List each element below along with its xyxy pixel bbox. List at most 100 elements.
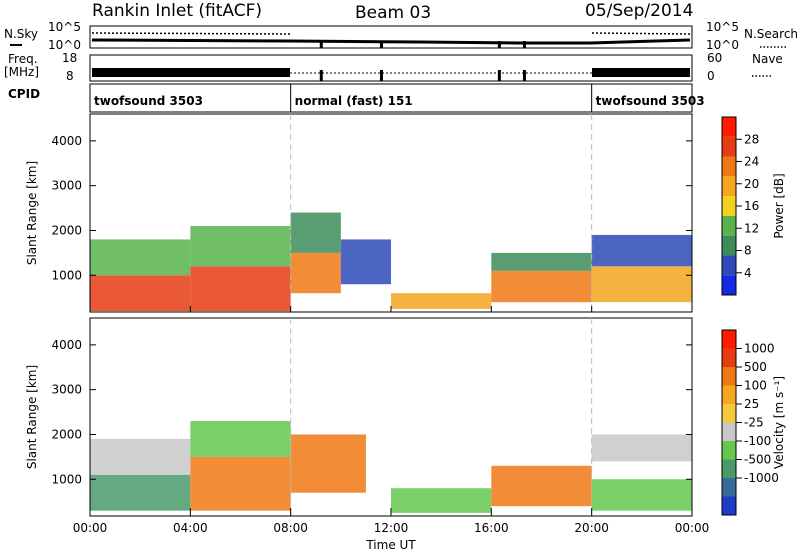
colorbar-tick-label: 12	[744, 221, 759, 235]
power-colorbar: 4 8 12 16 20 24 28 Power [dB]	[721, 116, 786, 296]
y-tick-label: 1000	[51, 472, 82, 486]
colorbar-swatch	[722, 385, 736, 404]
data-band	[190, 421, 291, 457]
data-band	[290, 252, 341, 294]
colorbar-swatch	[722, 156, 736, 177]
nsearch-trace-1	[91, 32, 291, 35]
y-tick-label: 3000	[51, 179, 82, 193]
data-band	[591, 234, 692, 267]
colorbar-swatch	[722, 496, 736, 515]
data-band	[90, 438, 191, 475]
y-tick-label: 2000	[51, 223, 82, 237]
x-tick-label: 12:00	[374, 521, 409, 535]
colorbar-swatch	[722, 136, 736, 157]
nave-tick-bottom: 0	[707, 69, 715, 83]
colorbar-tick-label: -25	[744, 416, 764, 430]
freq-tick-top: 18	[62, 51, 77, 65]
data-band	[591, 434, 692, 462]
colorbar-tick-label: 28	[744, 132, 759, 146]
data-band	[190, 266, 291, 312]
colorbar-tick-label: 16	[744, 199, 759, 213]
colorbar-swatch	[722, 459, 736, 478]
freq-tick-bottom: 8	[66, 69, 74, 83]
power-panel: 1000 2000 3000 4000 Slant Range [km]	[25, 113, 693, 313]
x-tick-label: 04:00	[173, 521, 208, 535]
colorbar-tick-label: -100	[744, 434, 771, 448]
colorbar-label: Velocity [m s⁻¹]	[772, 376, 786, 469]
station-title: Rankin Inlet (fitACF)	[92, 1, 262, 21]
freq-markers	[319, 70, 526, 81]
x-tick-label: 00:00	[73, 521, 108, 535]
cpid-segment-label: twofsound 3503	[596, 94, 705, 108]
colorbar-swatch	[722, 422, 736, 441]
data-band	[491, 465, 592, 507]
cpid-segment-label: twofsound 3503	[94, 94, 203, 108]
nsky-marker	[379, 41, 383, 48]
colorbar-swatch	[722, 275, 736, 295]
colorbar-swatch	[722, 478, 736, 497]
nsearch-tick-bottom: 10^0	[706, 38, 739, 52]
x-tick-label: 00:00	[675, 521, 710, 535]
freq-marker	[319, 70, 323, 81]
date-title: 05/Sep/2014	[585, 1, 693, 21]
data-band	[340, 239, 391, 285]
colorbar-tick-label: 100	[744, 379, 767, 393]
data-band	[391, 488, 492, 513]
nsky-marker	[497, 41, 501, 48]
colorbar-tick-label: 24	[744, 155, 759, 169]
nsky-trace	[91, 38, 691, 45]
colorbar-tick-label: 4	[744, 266, 752, 280]
colorbar-swatch	[722, 348, 736, 367]
data-band	[491, 270, 592, 303]
freq-marker	[497, 70, 501, 81]
nsky-marker	[522, 41, 526, 48]
nave-tick-top: 60	[707, 51, 722, 65]
cpid-label: CPID	[8, 87, 40, 101]
velocity-panel: 1000 2000 3000 4000 Slant Range [km]	[25, 317, 693, 517]
data-band	[190, 456, 291, 511]
data-band	[90, 474, 191, 511]
nsky-markers	[319, 41, 526, 48]
colorbar-tick-label: 1000	[744, 342, 775, 356]
data-band	[90, 239, 191, 276]
colorbar-swatch	[722, 404, 736, 423]
nave-label: Nave	[752, 52, 783, 66]
cpid-segment-label: normal (fast) 151	[295, 94, 413, 108]
data-band	[491, 252, 592, 271]
nsky-tick-bottom: 10^0	[48, 38, 81, 52]
y-tick-label: 1000	[51, 268, 82, 282]
data-band	[90, 275, 191, 312]
cpid-bar: twofsound 3503 normal (fast) 151 twofsound…	[89, 83, 705, 113]
freq-trace-2	[592, 68, 690, 77]
colorbar-swatch	[722, 215, 736, 236]
colorbar-tick-label: -1000	[744, 471, 779, 485]
x-axis-label: Time UT	[365, 538, 416, 552]
colorbar-tick-label: 20	[744, 177, 759, 191]
x-tick-label: 08:00	[273, 521, 308, 535]
colorbar-label: Power [dB]	[772, 173, 786, 238]
freq-label-2: [MHz]	[4, 65, 39, 79]
nsky-tick-top: 10^5	[48, 20, 81, 34]
data-band	[591, 479, 692, 511]
beam-title: Beam 03	[355, 3, 431, 23]
velocity-colorbar: 1000 500 100 25 -25 -100 -500 -1000 Velocity [m …	[721, 329, 786, 516]
x-tick-label: 20:00	[574, 521, 609, 535]
y-axis-label: Slant Range [km]	[25, 161, 39, 265]
colorbar-tick-label: -500	[744, 453, 771, 467]
colorbar-swatch	[722, 255, 736, 276]
y-axis-label: Slant Range [km]	[25, 365, 39, 469]
nsearch-tick-top: 10^5	[706, 20, 739, 34]
data-band	[290, 434, 366, 493]
colorbar-tick-label: 8	[744, 244, 752, 258]
freq-trace-1	[92, 68, 290, 77]
time-axis: 00:00 04:00 08:00 12:00 16:00 20:00 00:00	[73, 306, 710, 535]
colorbar-tick-label: 500	[744, 360, 767, 374]
data-band	[190, 225, 291, 267]
colorbar-swatch	[722, 235, 736, 256]
cpid-frame	[89, 83, 693, 113]
data-band	[391, 293, 492, 309]
colorbar-swatch	[722, 117, 736, 137]
nsearch-label: N.Search	[744, 27, 798, 41]
colorbar-swatch	[722, 176, 736, 197]
